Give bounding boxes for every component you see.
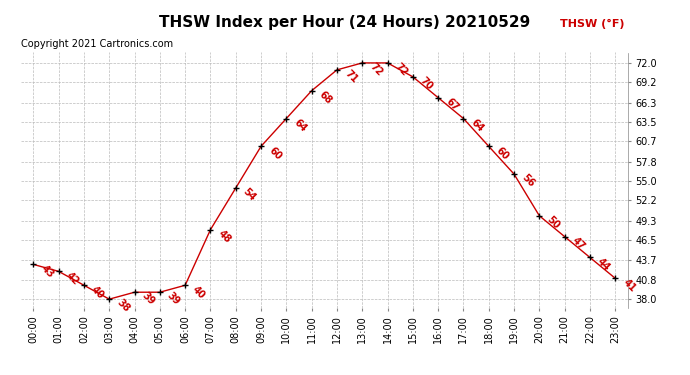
Text: 68: 68 [317, 89, 334, 106]
Text: 70: 70 [418, 75, 435, 92]
Text: 71: 71 [342, 69, 359, 85]
Text: 56: 56 [520, 173, 536, 189]
Text: 72: 72 [393, 62, 410, 78]
Text: 67: 67 [444, 96, 460, 113]
Text: 72: 72 [368, 62, 384, 78]
Text: 39: 39 [166, 291, 182, 308]
Text: 48: 48 [216, 228, 233, 245]
Text: Copyright 2021 Cartronics.com: Copyright 2021 Cartronics.com [21, 39, 172, 50]
Text: 38: 38 [115, 298, 132, 315]
Text: 39: 39 [140, 291, 157, 308]
Text: THSW Index per Hour (24 Hours) 20210529: THSW Index per Hour (24 Hours) 20210529 [159, 15, 531, 30]
Text: 64: 64 [469, 117, 486, 134]
Text: 41: 41 [621, 277, 638, 294]
Text: 54: 54 [241, 187, 258, 203]
Text: 40: 40 [190, 284, 207, 300]
Text: 60: 60 [266, 145, 283, 162]
Text: 60: 60 [494, 145, 511, 162]
Text: 44: 44 [595, 256, 612, 273]
Text: THSW (°F): THSW (°F) [560, 20, 625, 29]
Text: 42: 42 [64, 270, 81, 286]
Text: 40: 40 [90, 284, 106, 300]
Text: 47: 47 [570, 235, 586, 252]
Text: 43: 43 [39, 263, 55, 280]
Text: 50: 50 [545, 214, 562, 231]
Text: 64: 64 [292, 117, 308, 134]
